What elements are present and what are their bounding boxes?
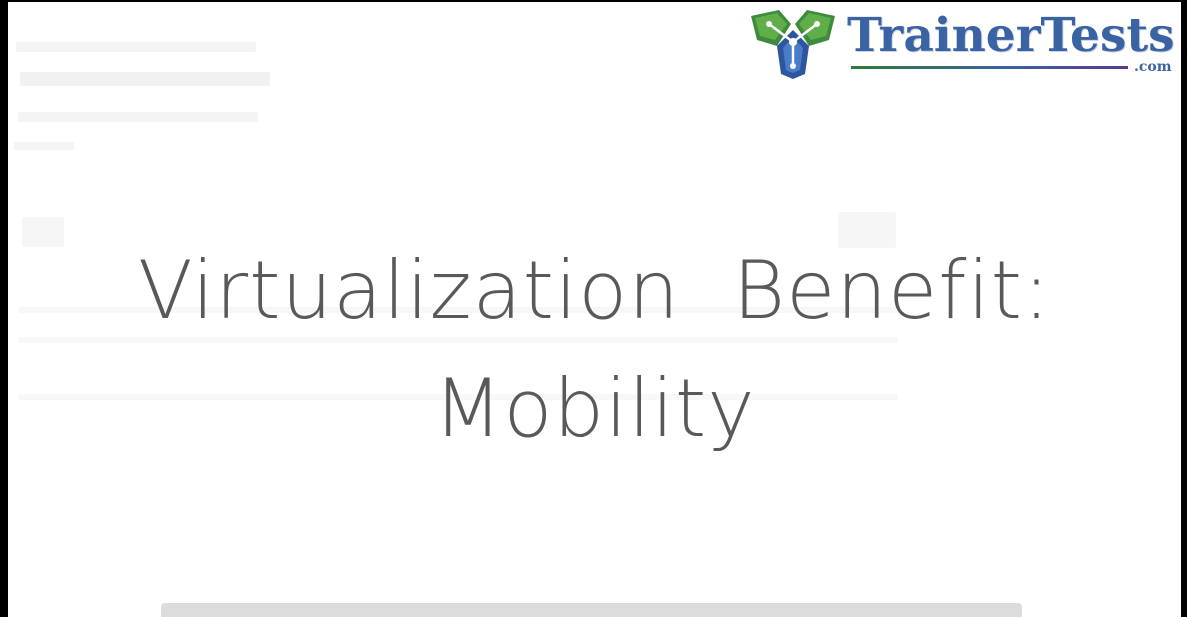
logo-wordmark: TrainerTests bbox=[847, 8, 1175, 63]
slide-title-line2: Mobility bbox=[433, 362, 756, 455]
ghost-artifact bbox=[22, 217, 64, 247]
ghost-artifact bbox=[18, 307, 898, 313]
ghost-artifact bbox=[18, 394, 898, 400]
slide: TrainerTests .com Virtualization Benefit… bbox=[8, 2, 1181, 617]
bottom-bar bbox=[161, 603, 1022, 617]
logo-suffix: .com bbox=[1134, 59, 1172, 75]
ghost-artifact bbox=[18, 337, 898, 343]
ghost-artifact bbox=[20, 72, 270, 86]
ghost-artifact bbox=[14, 142, 74, 150]
slide-title: Virtualization Benefit: Mobility bbox=[8, 232, 1181, 468]
ghost-artifact bbox=[18, 112, 258, 122]
trainertests-cube-icon bbox=[751, 10, 835, 79]
slide-title-line1: Virtualization Benefit: bbox=[138, 244, 1051, 337]
ghost-artifact bbox=[16, 42, 256, 52]
trainertests-logo: TrainerTests .com bbox=[747, 6, 1181, 84]
logo-underline bbox=[851, 66, 1128, 69]
ghost-artifact bbox=[838, 212, 896, 248]
